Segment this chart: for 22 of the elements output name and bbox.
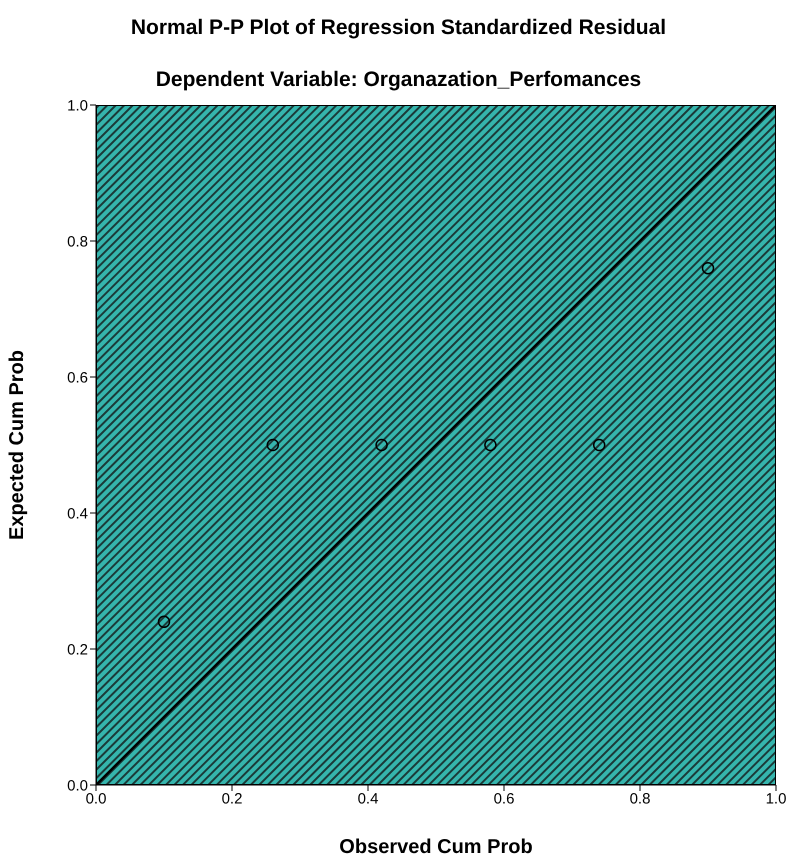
- point: [592, 438, 606, 452]
- y-tick-label: 1.0: [67, 97, 88, 114]
- y-tick-label: 0.0: [67, 777, 88, 794]
- point: [702, 262, 714, 274]
- y-tick-label: 0.6: [67, 369, 88, 386]
- point: [158, 616, 170, 628]
- x-tick-label: 0.6: [494, 790, 514, 808]
- x-tick-label: 0.8: [630, 790, 650, 808]
- x-tick-label: 0.4: [358, 790, 378, 808]
- chart-subtitle: Dependent Variable: Organazation_Perfomances: [154, 68, 642, 92]
- y-tick-label: 0.4: [67, 505, 88, 522]
- chart-title: Normal P-P Plot of Regression Standardized Residual: [130, 16, 668, 40]
- y-axis-title: Expected Cum Prob: [6, 350, 28, 540]
- x-tick-label: 0.2: [222, 790, 242, 808]
- x-axis-title: Observed Cum Prob: [339, 836, 533, 858]
- y-tick-label: 0.2: [67, 641, 88, 658]
- x-tick-label: 0.0: [86, 790, 106, 808]
- x-tick-label: 1.0: [766, 790, 786, 808]
- point: [266, 438, 280, 452]
- y-tick-label: 0.8: [67, 233, 88, 250]
- point: [375, 438, 388, 452]
- point: [484, 438, 497, 452]
